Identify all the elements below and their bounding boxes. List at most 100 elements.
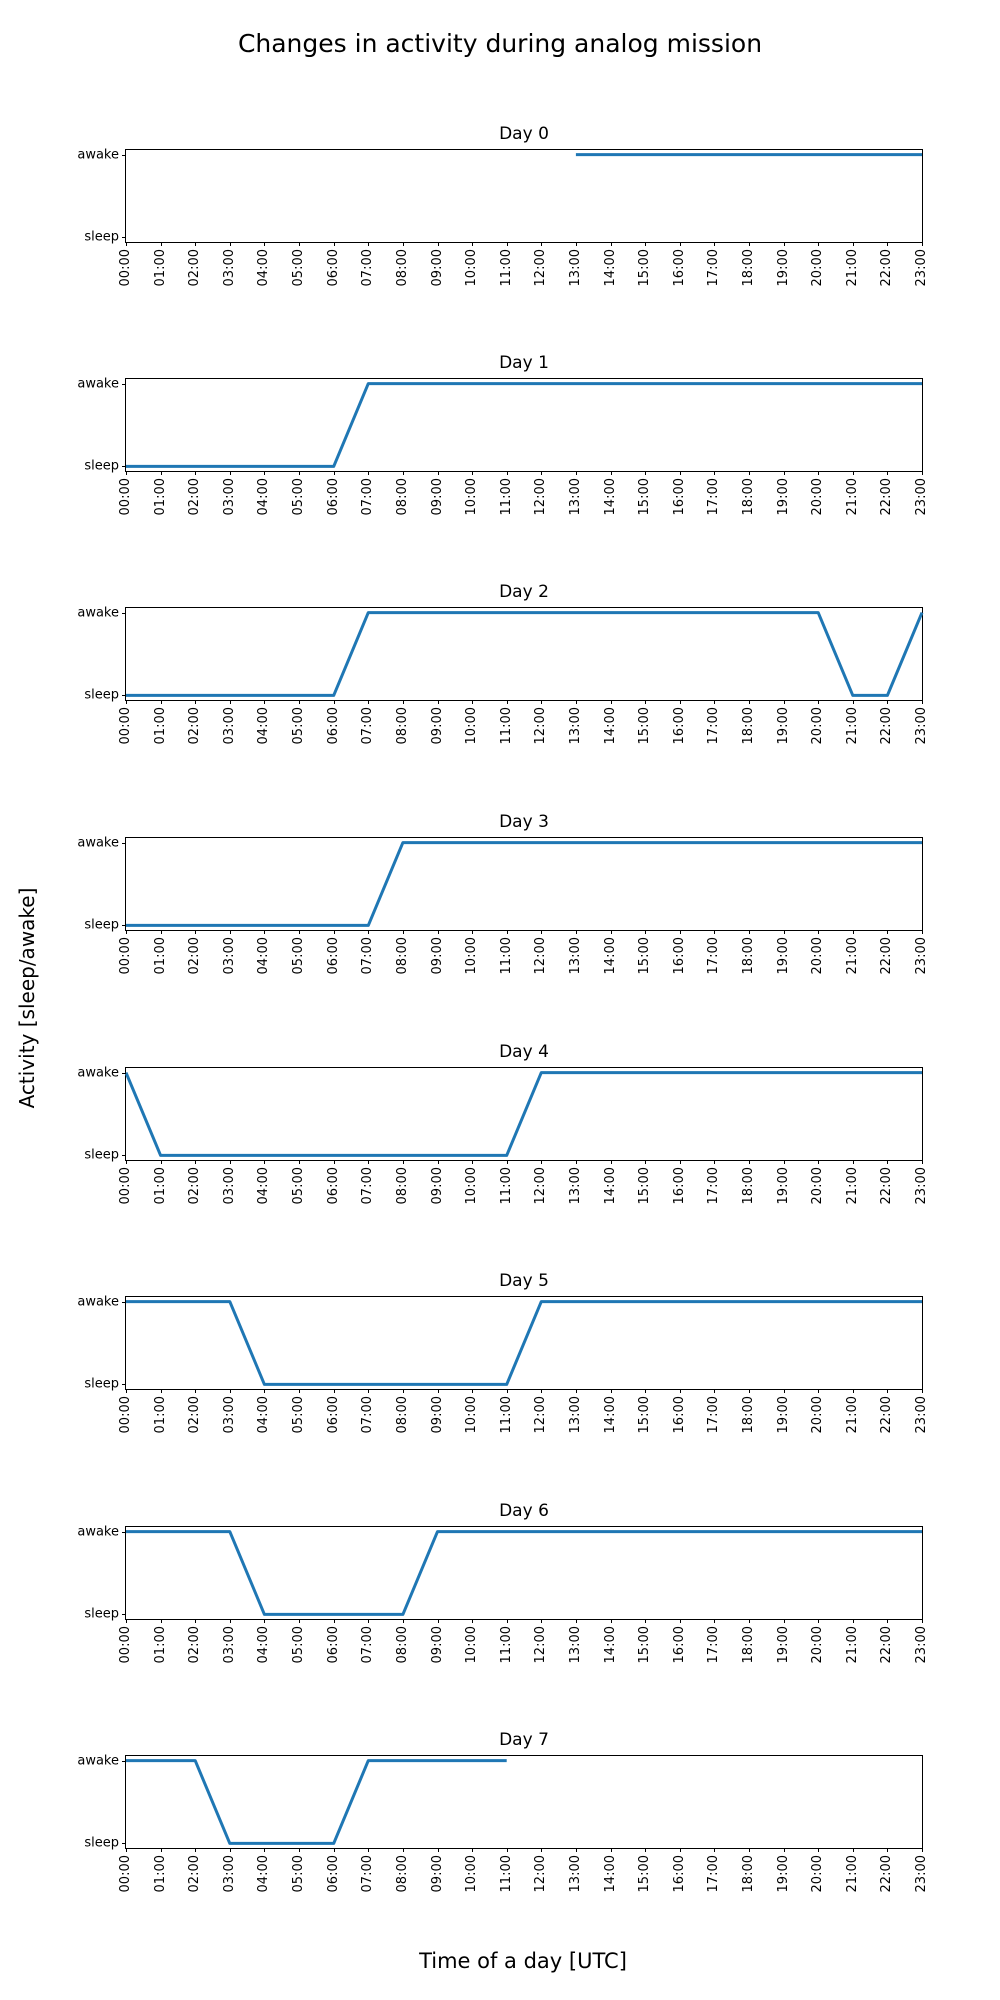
x-tick-label: 22:00 (879, 937, 895, 975)
activity-line (126, 382, 922, 468)
y-tick-label: awake (77, 1753, 119, 1769)
x-tick-label: 04:00 (256, 707, 272, 745)
x-tick-label: 01:00 (152, 1396, 168, 1434)
y-tick-mark (122, 466, 126, 468)
x-tick-label: 10:00 (463, 937, 479, 975)
x-tick-label: 03:00 (221, 1626, 237, 1664)
x-tick-mark (575, 1848, 577, 1852)
x-tick-mark (264, 700, 266, 704)
y-tick-mark (122, 842, 126, 844)
x-tick-label: 11:00 (498, 1626, 514, 1664)
x-tick-label: 04:00 (256, 937, 272, 975)
x-tick-mark (818, 1160, 820, 1164)
x-tick-label: 12:00 (533, 937, 549, 975)
x-tick-label: 21:00 (844, 249, 860, 287)
y-tick-label: awake (77, 835, 119, 851)
x-tick-label: 10:00 (463, 1855, 479, 1893)
x-tick-mark (749, 1389, 750, 1393)
x-tick-mark (160, 700, 162, 704)
x-tick-label: 18:00 (740, 1855, 756, 1893)
x-tick-mark (472, 1848, 474, 1852)
x-tick-mark (645, 1389, 647, 1393)
x-tick-mark (264, 471, 266, 475)
x-tick-label: 13:00 (567, 478, 583, 516)
activity-line (126, 611, 924, 697)
x-tick-mark (195, 700, 197, 704)
x-tick-label: 16:00 (671, 1167, 687, 1205)
x-tick-label: 20:00 (810, 707, 826, 745)
x-tick-label: 21:00 (844, 1396, 860, 1434)
x-tick-mark (229, 700, 231, 704)
x-tick-label: 03:00 (221, 1855, 237, 1893)
x-tick-mark (506, 1389, 508, 1393)
x-tick-label: 10:00 (463, 249, 479, 287)
x-tick-label: 05:00 (290, 1855, 306, 1893)
x-tick-label: 06:00 (325, 1167, 341, 1205)
y-tick-mark (122, 154, 126, 156)
x-tick-label: 19:00 (775, 478, 791, 516)
y-tick-mark (122, 612, 126, 614)
x-tick-label: 01:00 (152, 937, 168, 975)
x-tick-mark (299, 930, 300, 934)
x-tick-label: 12:00 (533, 1626, 549, 1664)
x-tick-label: 04:00 (256, 1396, 272, 1434)
x-tick-label: 22:00 (879, 249, 895, 287)
x-tick-mark (541, 700, 543, 704)
x-tick-mark (749, 471, 750, 475)
x-tick-label: 02:00 (187, 707, 203, 745)
x-tick-mark (402, 471, 404, 475)
x-tick-mark (299, 1848, 300, 1852)
x-tick-mark (714, 471, 716, 475)
x-tick-label: 05:00 (290, 1396, 306, 1434)
x-tick-label: 23:00 (913, 249, 929, 287)
x-tick-mark (783, 471, 785, 475)
x-tick-mark (852, 930, 854, 934)
x-tick-mark (749, 242, 750, 246)
x-tick-label: 20:00 (810, 937, 826, 975)
x-tick-mark (714, 1619, 716, 1623)
x-tick-label: 11:00 (498, 478, 514, 516)
x-tick-mark (299, 1619, 300, 1623)
x-tick-label: 18:00 (740, 1167, 756, 1205)
x-tick-label: 23:00 (913, 1167, 929, 1205)
x-tick-mark (264, 1160, 266, 1164)
x-tick-label: 21:00 (844, 1626, 860, 1664)
x-tick-mark (229, 1389, 231, 1393)
x-tick-label: 23:00 (913, 707, 929, 745)
y-tick-mark (122, 1384, 126, 1386)
x-tick-mark (783, 930, 785, 934)
subplot-title: Day 5 (499, 1271, 549, 1292)
y-tick-mark (122, 1531, 126, 1533)
x-tick-mark (160, 1160, 162, 1164)
x-tick-label: 17:00 (706, 1626, 722, 1664)
x-tick-mark (472, 1160, 474, 1164)
x-tick-mark (818, 930, 820, 934)
y-tick-label: awake (77, 1065, 119, 1081)
x-tick-mark (160, 471, 162, 475)
x-tick-label: 11:00 (498, 1396, 514, 1434)
figure-title: Changes in activity during analog missio… (237, 29, 763, 58)
x-tick-mark (299, 700, 300, 704)
x-tick-mark (506, 1848, 508, 1852)
x-tick-mark (714, 700, 716, 704)
x-tick-mark (645, 1619, 647, 1623)
x-tick-mark (264, 1848, 266, 1852)
subplot-day-5: Day 5 sleep awake 00:00 01:00 02:00 03:00 04:… (77, 1272, 928, 1433)
x-tick-mark (679, 1848, 681, 1852)
x-tick-label: 18:00 (740, 937, 756, 975)
x-tick-mark (368, 1160, 370, 1164)
x-tick-mark (645, 930, 647, 934)
x-tick-label: 13:00 (567, 937, 583, 975)
x-tick-mark (160, 242, 162, 246)
x-tick-label: 17:00 (706, 1855, 722, 1893)
x-tick-label: 09:00 (429, 1167, 445, 1205)
x-tick-mark (887, 1160, 889, 1164)
x-tick-label: 06:00 (325, 249, 341, 287)
x-tick-mark (402, 1848, 404, 1852)
y-tick-label: awake (77, 147, 119, 163)
x-tick-mark (852, 1389, 854, 1393)
x-tick-mark (645, 1848, 647, 1852)
x-tick-mark (126, 700, 127, 704)
x-tick-mark (195, 1160, 197, 1164)
x-tick-label: 04:00 (256, 1167, 272, 1205)
